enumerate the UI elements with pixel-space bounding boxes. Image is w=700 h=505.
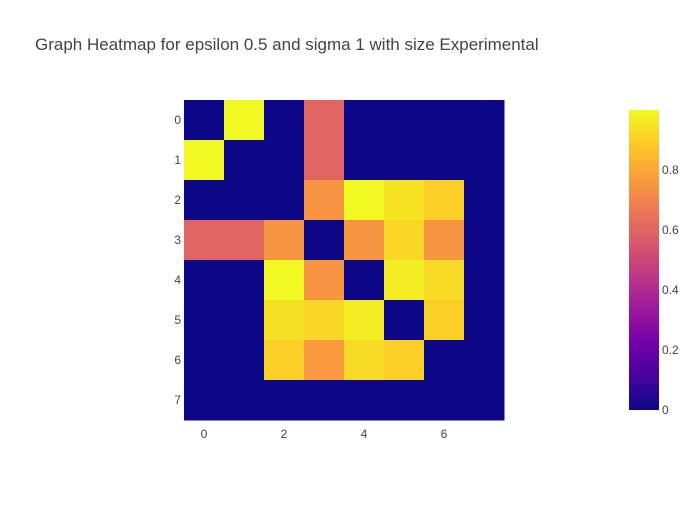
colorbar-tick-label: 0.2	[662, 343, 679, 357]
heatmap-cell-3-5	[384, 220, 425, 261]
heatmap-cell-0-0	[184, 100, 225, 141]
x-tick-label: 2	[281, 427, 288, 441]
heatmap-cell-6-2	[264, 340, 305, 381]
heatmap-cell-2-3	[304, 180, 345, 221]
x-axis-ticks: 0 2 4 6	[201, 427, 448, 441]
heatmap-cell-0-4	[344, 100, 385, 141]
heatmap-cell-2-1	[224, 180, 265, 221]
heatmap-cell-3-7	[464, 220, 505, 261]
heatmap-cell-4-7	[464, 260, 505, 301]
heatmap-cell-0-1	[224, 100, 265, 141]
y-tick-label: 1	[174, 153, 181, 167]
heatmap-cell-1-2	[264, 140, 305, 181]
heatmap-cells	[184, 100, 505, 421]
heatmap-cell-5-3	[304, 300, 345, 341]
heatmap-cell-1-6	[424, 140, 465, 181]
heatmap-cell-5-0	[184, 300, 225, 341]
heatmap-cell-4-1	[224, 260, 265, 301]
heatmap-cell-0-5	[384, 100, 425, 141]
y-tick-label: 7	[174, 393, 181, 407]
colorbar-ticks: 0 0.2 0.4 0.6 0.8	[662, 163, 679, 417]
heatmap-cell-5-4	[344, 300, 385, 341]
heatmap-cell-5-7	[464, 300, 505, 341]
heatmap-cell-5-6	[424, 300, 465, 341]
colorbar-tick-label: 0.6	[662, 223, 679, 237]
heatmap-cell-2-2	[264, 180, 305, 221]
heatmap-cell-5-2	[264, 300, 305, 341]
heatmap-cell-4-2	[264, 260, 305, 301]
heatmap-cell-3-6	[424, 220, 465, 261]
heatmap-cell-3-0	[184, 220, 225, 261]
heatmap-cell-6-6	[424, 340, 465, 381]
heatmap-cell-1-0	[184, 140, 225, 181]
heatmap-cell-7-7	[464, 380, 505, 421]
heatmap-cell-2-0	[184, 180, 225, 221]
y-tick-label: 2	[174, 193, 181, 207]
colorbar-tick-label: 0.8	[662, 163, 679, 177]
chart-title: Graph Heatmap for epsilon 0.5 and sigma …	[35, 35, 539, 54]
colorbar	[629, 110, 659, 410]
heatmap-cell-2-7	[464, 180, 505, 221]
heatmap-cell-7-1	[224, 380, 265, 421]
heatmap-cell-4-6	[424, 260, 465, 301]
y-tick-label: 6	[174, 353, 181, 367]
heatmap-cell-1-7	[464, 140, 505, 181]
heatmap-cell-2-6	[424, 180, 465, 221]
colorbar-tick-label: 0	[662, 403, 669, 417]
x-tick-label: 0	[201, 427, 208, 441]
x-tick-label: 6	[441, 427, 448, 441]
heatmap-cell-6-7	[464, 340, 505, 381]
heatmap-cell-4-0	[184, 260, 225, 301]
heatmap-cell-1-4	[344, 140, 385, 181]
heatmap-cell-6-0	[184, 340, 225, 381]
heatmap-cell-4-5	[384, 260, 425, 301]
heatmap-cell-6-3	[304, 340, 345, 381]
heatmap-cell-2-5	[384, 180, 425, 221]
y-tick-label: 5	[174, 313, 181, 327]
heatmap-cell-1-5	[384, 140, 425, 181]
heatmap-cell-0-3	[304, 100, 345, 141]
heatmap-cell-7-0	[184, 380, 225, 421]
heatmap-cell-5-1	[224, 300, 265, 341]
heatmap-cell-3-2	[264, 220, 305, 261]
heatmap-cell-7-5	[384, 380, 425, 421]
heatmap-cell-5-5	[384, 300, 425, 341]
heatmap-cell-7-2	[264, 380, 305, 421]
heatmap-cell-3-4	[344, 220, 385, 261]
heatmap-cell-1-1	[224, 140, 265, 181]
heatmap-cell-7-3	[304, 380, 345, 421]
heatmap-cell-0-2	[264, 100, 305, 141]
heatmap-cell-3-3	[304, 220, 345, 261]
heatmap-cell-1-3	[304, 140, 345, 181]
y-tick-label: 3	[174, 233, 181, 247]
heatmap-cell-0-6	[424, 100, 465, 141]
heatmap-cell-2-4	[344, 180, 385, 221]
heatmap-cell-3-1	[224, 220, 265, 261]
colorbar-tick-label: 0.4	[662, 283, 679, 297]
heatmap-cell-0-7	[464, 100, 505, 141]
heatmap-cell-4-4	[344, 260, 385, 301]
y-tick-label: 0	[174, 113, 181, 127]
x-tick-label: 4	[361, 427, 368, 441]
heatmap-cell-6-1	[224, 340, 265, 381]
heatmap-cell-7-4	[344, 380, 385, 421]
heatmap-cell-7-6	[424, 380, 465, 421]
y-axis-ticks: 0 1 2 3 4 5 6 7	[174, 113, 181, 407]
heatmap-cell-6-5	[384, 340, 425, 381]
heatmap-cell-6-4	[344, 340, 385, 381]
heatmap-cell-4-3	[304, 260, 345, 301]
y-tick-label: 4	[174, 273, 181, 287]
